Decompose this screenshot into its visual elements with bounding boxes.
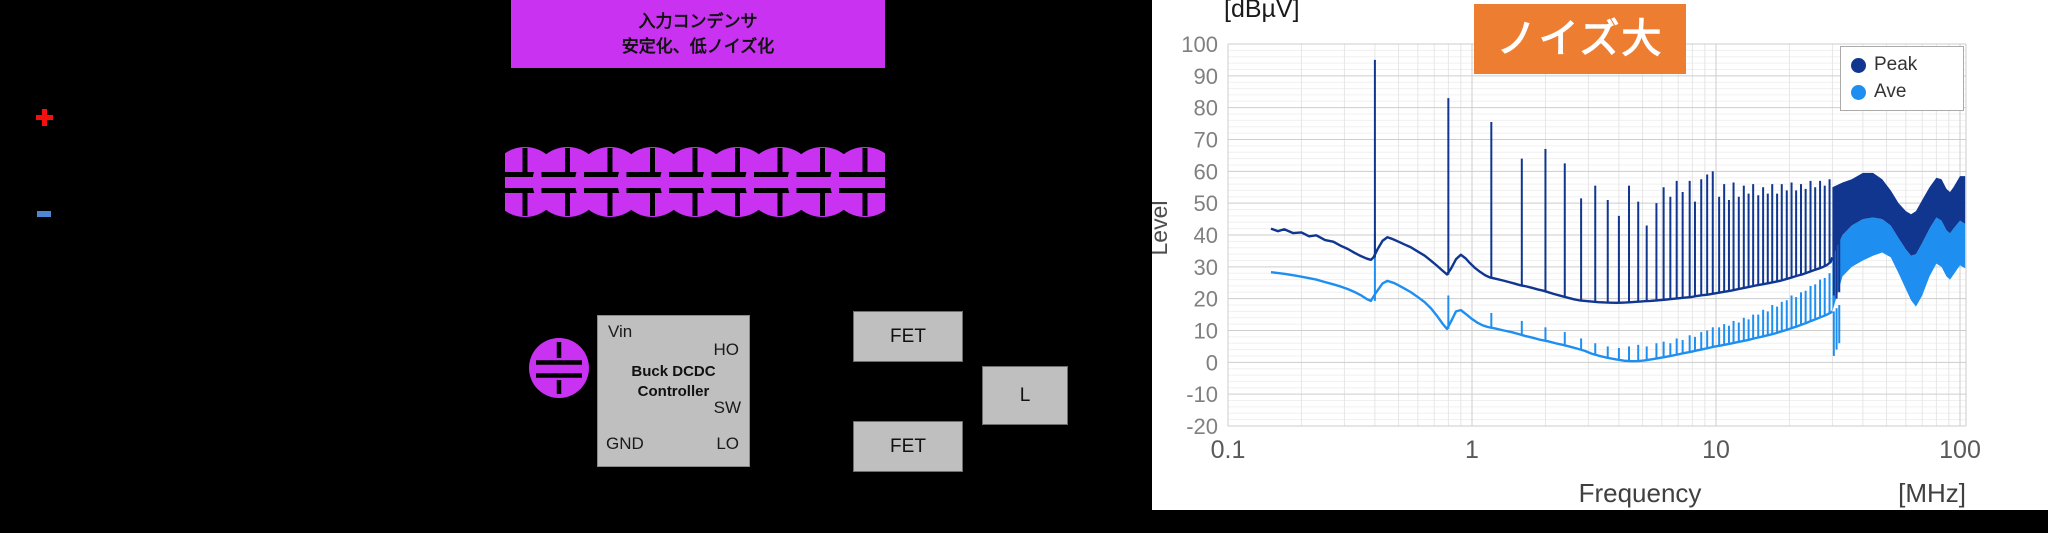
y-tick-label: 80 (1194, 96, 1218, 121)
noise-annotation: ノイズ大 (1474, 4, 1686, 74)
y-axis-title: Level (1152, 200, 1172, 256)
pin-ho: HO (713, 340, 740, 359)
x-tick-label: 0.1 (1211, 436, 1246, 464)
y-tick-label: 20 (1194, 287, 1218, 312)
ave-band (1832, 217, 1966, 312)
y-tick-label: 10 (1194, 319, 1218, 344)
emi-chart-panel: 100 90 80 70 60 50 40 30 20 10 0 -10 -20 0.1 1 10 100 [d… (1152, 0, 2048, 510)
plus-terminal-icon (36, 109, 53, 126)
x-tick-label: 1 (1465, 436, 1479, 464)
y-tick-label: 50 (1194, 191, 1218, 216)
gridlines (1227, 43, 1967, 427)
pin-vin: Vin (608, 322, 633, 341)
controller-title-line2: Controller (637, 382, 710, 400)
legend-label: Ave (1874, 81, 1907, 102)
callout-line2: 安定化、低ノイズ化 (621, 37, 775, 56)
y-axis-unit-label: [dBµV] (1224, 0, 1300, 23)
x-tick-labels: 0.1 1 10 100 (1211, 436, 1981, 464)
inductor-box: L (982, 366, 1068, 425)
x-axis-unit-label: [MHz] (1898, 478, 1966, 508)
legend-item-peak: Peak (1851, 54, 1953, 76)
y-tick-label: 60 (1194, 159, 1218, 184)
fet-low-side-box: FET (853, 421, 963, 472)
y-tick-label: 100 (1181, 32, 1218, 57)
legend-label: Peak (1874, 54, 1918, 75)
buck-controller-box: Vin HO Buck DCDC Controller SW GND LO (597, 315, 750, 467)
fet-high-side-box: FET (853, 311, 963, 362)
callout-line1: 入力コンデンサ (638, 11, 758, 31)
pin-sw: SW (713, 398, 741, 417)
peak-band (1832, 172, 1966, 258)
legend: Peak Ave (1840, 46, 1964, 111)
y-tick-label: 30 (1194, 255, 1218, 280)
y-tick-label: 90 (1194, 64, 1218, 89)
input-capacitor-bank (505, 147, 885, 217)
x-tick-label: 100 (1939, 436, 1981, 464)
x-axis-title: Frequency (1578, 478, 1702, 508)
y-tick-label: 70 (1194, 128, 1218, 153)
controller-title-line1: Buck DCDC (631, 363, 716, 380)
y-tick-label: -10 (1186, 382, 1218, 407)
legend-dot-peak (1851, 57, 1866, 73)
input-capacitor-callout: 入力コンデンサ 安定化、低ノイズ化 (511, 0, 885, 68)
pin-gnd: GND (606, 434, 644, 453)
y-tick-label: 0 (1206, 350, 1218, 375)
pin-lo: LO (716, 434, 739, 453)
peak-series (1270, 59, 1841, 305)
legend-item-ave: Ave (1851, 81, 1953, 103)
bypass-capacitor-icon (529, 338, 589, 398)
legend-dot-ave (1851, 84, 1866, 100)
y-tick-label: 40 (1194, 223, 1218, 248)
x-tick-label: 10 (1702, 436, 1730, 464)
ave-series (1270, 233, 1841, 363)
y-tick-label: -20 (1186, 414, 1218, 439)
capacitor-symbols (505, 147, 885, 217)
controller-title: Buck DCDC Controller (598, 362, 749, 401)
minus-terminal-icon (37, 211, 51, 217)
